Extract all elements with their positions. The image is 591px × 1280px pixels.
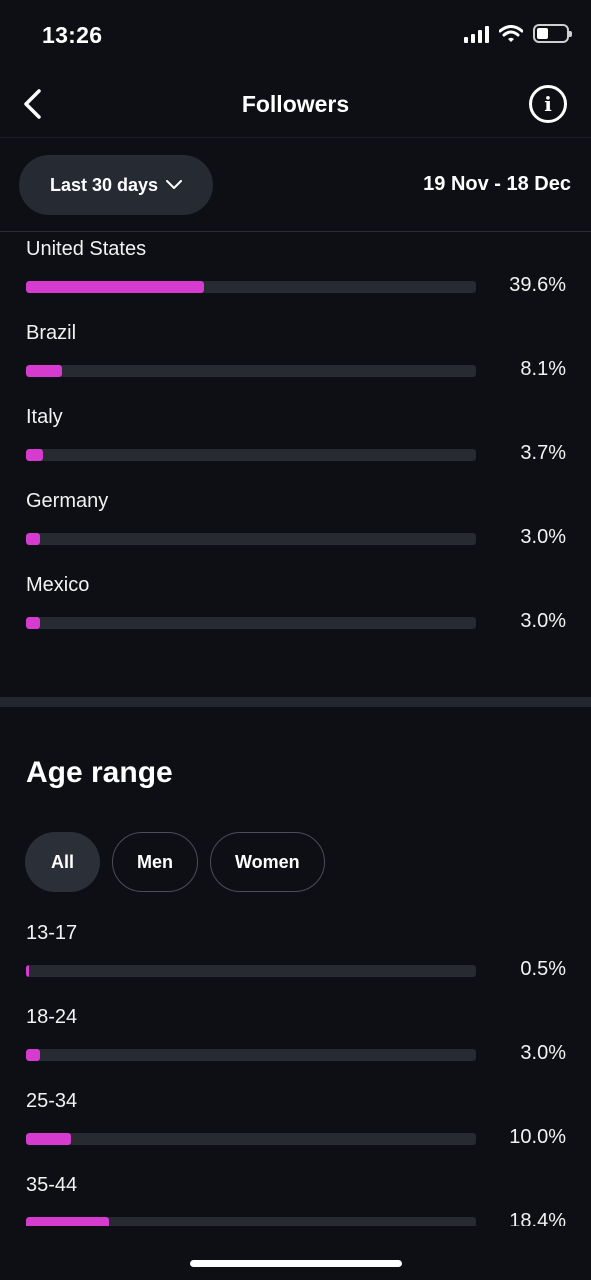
age-range-title: Age range (26, 756, 173, 789)
country-value: 39.6% (509, 274, 566, 296)
chevron-left-icon (24, 89, 41, 119)
country-value: 8.1% (520, 358, 566, 380)
age-item: 25-34 10.0% (26, 1090, 566, 1174)
country-bar-fill (26, 533, 40, 545)
age-bar-fill (26, 1133, 71, 1145)
country-item: Brazil 8.1% (26, 322, 566, 406)
gender-filter-chips: All Men Women (25, 832, 325, 892)
home-indicator[interactable] (190, 1260, 402, 1267)
wifi-icon (499, 24, 523, 42)
country-label: Germany (26, 490, 109, 512)
info-icon: i (544, 92, 552, 116)
age-bar-fill (26, 1049, 40, 1061)
country-value: 3.0% (520, 526, 566, 548)
age-label: 35-44 (26, 1174, 78, 1196)
age-label: 25-34 (26, 1090, 78, 1112)
country-item: Mexico 3.0% (26, 574, 566, 658)
country-item: Germany 3.0% (26, 490, 566, 574)
country-bar-track (26, 281, 476, 293)
age-bar-fill (26, 965, 29, 977)
status-icons (464, 24, 572, 43)
date-range-dates: 19 Nov - 18 Dec (423, 173, 571, 195)
status-bar: 13:26 (0, 0, 591, 70)
date-range-row: Last 30 days 19 Nov - 18 Dec (0, 138, 591, 232)
country-bar-track (26, 617, 476, 629)
battery-icon (533, 24, 572, 43)
age-item: 13-17 0.5% (26, 922, 566, 1006)
date-range-label: Last 30 days (49, 174, 159, 195)
country-bar-track (26, 449, 476, 461)
chevron-down-icon (166, 180, 183, 189)
country-bar-fill (26, 617, 40, 629)
country-value: 3.0% (520, 610, 566, 632)
country-bar-fill (26, 281, 205, 293)
age-bar-track (26, 1049, 476, 1061)
header: Followers i (0, 70, 591, 138)
age-label: 18-24 (26, 1006, 78, 1028)
age-bar-fill (26, 1217, 109, 1226)
filter-chip-all[interactable]: All (25, 832, 100, 892)
filter-chip-men[interactable]: Men (112, 832, 198, 892)
section-divider (0, 697, 591, 707)
back-button[interactable] (12, 84, 52, 124)
info-button[interactable]: i (529, 85, 567, 123)
filter-chip-women[interactable]: Women (210, 832, 325, 892)
age-value: 10.0% (509, 1126, 566, 1148)
country-item: Italy 3.7% (26, 406, 566, 490)
country-bar-track (26, 365, 476, 377)
country-label: Italy (26, 406, 63, 428)
age-item: 18-24 3.0% (26, 1006, 566, 1090)
country-label: Mexico (26, 574, 90, 596)
country-item: United States 39.6% (26, 238, 566, 322)
cellular-signal-icon (464, 25, 489, 43)
country-bar-fill (26, 449, 43, 461)
age-item: 35-44 18.4% (26, 1174, 566, 1226)
age-label: 13-17 (26, 922, 78, 944)
country-label: United States (26, 238, 147, 260)
age-range-list[interactable]: 13-17 0.5% 18-24 3.0% 25-34 10.0% 35-44 … (0, 922, 591, 1226)
age-value: 3.0% (520, 1042, 566, 1064)
date-range-dropdown[interactable]: Last 30 days (19, 155, 213, 215)
age-value: 18.4% (509, 1210, 566, 1226)
country-value: 3.7% (520, 442, 566, 464)
age-value: 0.5% (520, 958, 566, 980)
age-bar-track (26, 1133, 476, 1145)
country-bar-track (26, 533, 476, 545)
age-bar-track (26, 1217, 476, 1226)
age-bar-track (26, 965, 476, 977)
page-title: Followers (241, 91, 350, 117)
status-time: 13:26 (42, 22, 103, 48)
country-bar-fill (26, 365, 63, 377)
country-label: Brazil (26, 322, 77, 344)
